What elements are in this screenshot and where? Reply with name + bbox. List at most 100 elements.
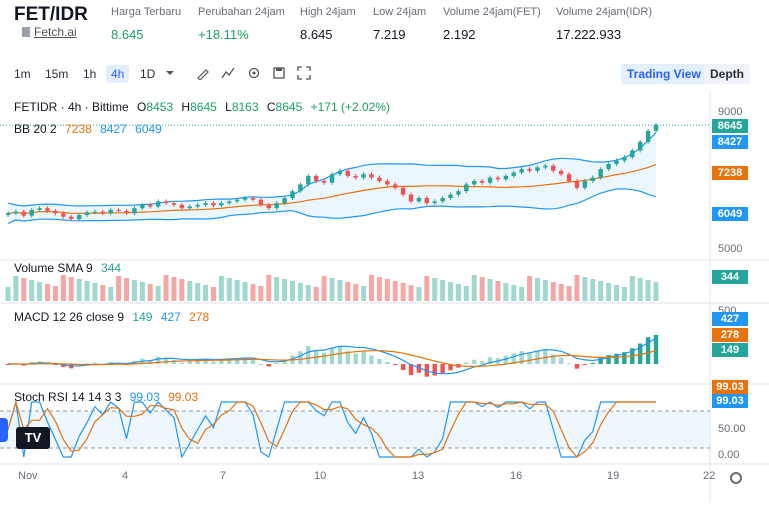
volume-bar — [455, 284, 461, 301]
depth-button[interactable]: Depth — [704, 64, 750, 84]
macd-hist-bar — [187, 361, 192, 364]
macd-hist-bar — [361, 352, 366, 364]
macd-hist-bar — [606, 355, 611, 364]
volume-bar — [131, 280, 137, 301]
macd-hist-bar — [195, 360, 200, 364]
price-chart[interactable] — [0, 92, 769, 501]
macd-hist-bar — [369, 355, 374, 364]
volume-bar — [226, 278, 232, 301]
project-link[interactable]: Fetch.ai — [22, 25, 77, 39]
legend-stoch-title: Stoch RSI 14 14 3 3 — [14, 390, 122, 404]
legend-h-label: H — [181, 100, 191, 114]
candle — [92, 211, 98, 213]
timeframe-15m[interactable]: 15m — [45, 67, 69, 81]
candle — [313, 175, 319, 181]
candle — [440, 198, 445, 202]
candle — [132, 208, 137, 214]
timeframe-1m[interactable]: 1m — [14, 67, 31, 81]
bb-lower-label: 6049 — [712, 207, 748, 221]
indicators-icon[interactable] — [221, 66, 235, 80]
volume-bar — [621, 287, 627, 301]
volume-bar — [353, 284, 359, 301]
macd-hist-bar — [590, 362, 595, 364]
stoch-k-line — [7, 401, 656, 459]
candle — [282, 198, 287, 204]
market-header: FET/IDR Fetch.ai Harga Terbaru 8.645 Peru… — [0, 0, 769, 56]
volume-bar — [139, 282, 145, 301]
timeframe-1h[interactable]: 1h — [83, 67, 97, 81]
chevron-down-icon[interactable] — [163, 66, 177, 80]
fullscreen-icon[interactable] — [297, 66, 311, 80]
chart-settings-icon[interactable] — [730, 472, 742, 484]
candle — [211, 203, 216, 206]
volume-bar — [124, 278, 130, 301]
stoch-d-label: 99.03 — [712, 380, 748, 394]
volume-bar — [163, 275, 169, 301]
macd-hist-bar — [645, 337, 651, 364]
volume-bar — [519, 287, 525, 301]
stoch-d-line — [7, 399, 656, 458]
candle — [53, 210, 58, 214]
volume-bar — [384, 279, 390, 301]
macd-hist-bar — [282, 359, 287, 364]
pair-title: FET/IDR — [14, 4, 88, 25]
draw-icon[interactable] — [196, 66, 210, 80]
candle — [124, 210, 129, 214]
legend-low: 8163 — [231, 100, 259, 114]
volume-bar — [21, 278, 27, 301]
volume-bar — [503, 283, 509, 301]
volume-bar — [598, 281, 604, 301]
macd-hist-bar — [234, 358, 240, 364]
volume-bar — [29, 280, 35, 301]
legend-open: 8453 — [146, 100, 174, 114]
time-tick-19: 19 — [607, 470, 620, 482]
volume-bar — [645, 280, 651, 301]
volume-label: 344 — [712, 270, 748, 284]
candle — [171, 203, 177, 205]
document-icon — [22, 27, 30, 37]
macd-hist-bar — [574, 364, 580, 369]
macd-hist-bar — [321, 352, 327, 364]
macd-hist-bar — [416, 364, 422, 373]
candle — [566, 174, 572, 181]
save-icon[interactable] — [272, 66, 286, 80]
volume-bar — [463, 286, 469, 301]
volume-bar — [13, 276, 19, 301]
macd-hist-bar — [163, 358, 169, 364]
legend-close: 8645 — [275, 100, 303, 114]
candle — [37, 208, 42, 210]
sidebar-toggle[interactable] — [0, 418, 8, 442]
volume-bar — [171, 277, 177, 301]
volume-bar — [345, 282, 351, 301]
candle — [274, 203, 279, 209]
candle — [13, 211, 19, 214]
volume-bar — [250, 284, 256, 301]
legend-macd-hist: 149 — [132, 310, 153, 324]
macd-line-label: 427 — [712, 312, 748, 326]
volume-bar — [511, 285, 517, 301]
macd-hist-bar — [108, 361, 113, 364]
chart-area[interactable]: FETIDR · 4h · Bittime O8453 H8645 L8163 … — [0, 92, 769, 501]
stat-volume-fet: Volume 24jam(FET) 2.192 — [443, 6, 541, 42]
settings-icon[interactable] — [247, 66, 261, 80]
volume-bar — [258, 286, 264, 301]
legend-volume: Volume SMA 9 344 — [14, 261, 126, 275]
volume-bar — [274, 277, 280, 301]
macd-hist-bar — [511, 353, 516, 364]
candle — [219, 203, 224, 206]
trading-view-button[interactable]: Trading View — [621, 64, 707, 84]
volume-bar — [155, 286, 161, 301]
candle — [393, 184, 398, 188]
volume-bar — [487, 279, 493, 301]
candle — [574, 181, 580, 188]
volume-bar — [92, 283, 98, 301]
volume-bar — [479, 277, 485, 301]
time-tick-13: 13 — [412, 470, 425, 482]
macd-hist-bar — [519, 351, 524, 364]
candle — [5, 213, 11, 215]
timeframe-4h[interactable]: 4h — [106, 65, 130, 83]
candle — [511, 172, 516, 176]
timeframe-1d[interactable]: 1D — [140, 67, 156, 81]
last-price-label: 8645 — [712, 119, 748, 133]
volume-bar — [527, 276, 533, 301]
